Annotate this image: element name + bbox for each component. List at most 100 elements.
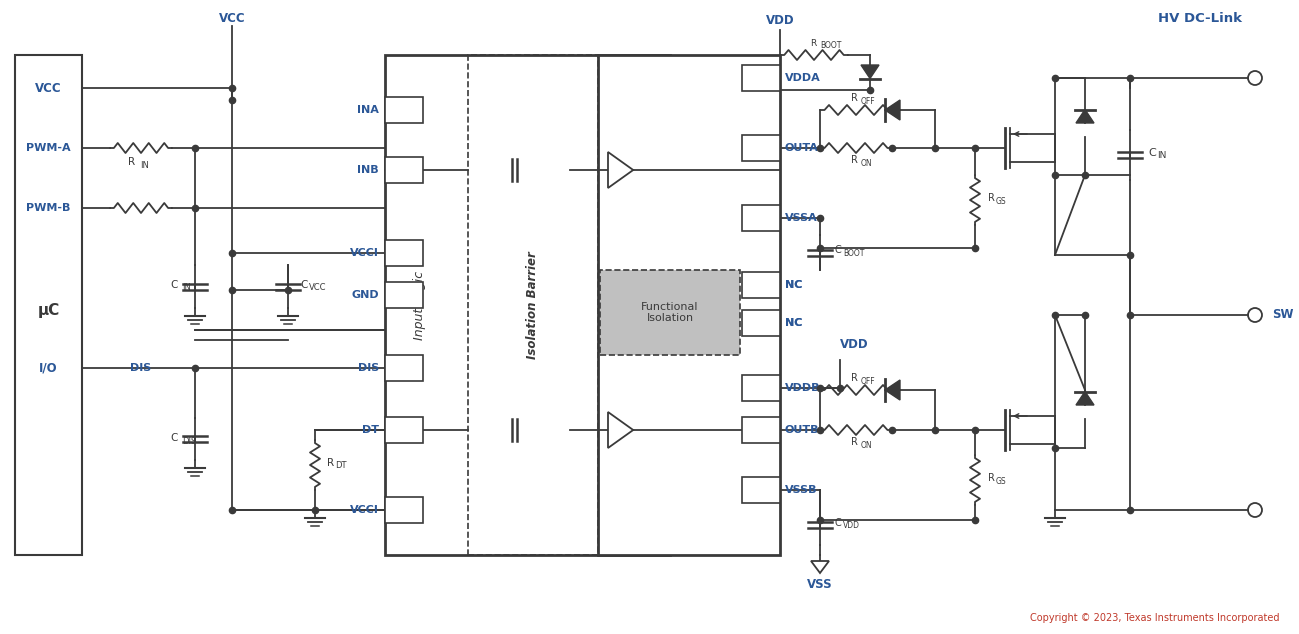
Text: OFF: OFF <box>861 96 876 105</box>
Bar <box>742 417 779 443</box>
Bar <box>385 240 423 266</box>
Text: 3: 3 <box>400 248 408 258</box>
Bar <box>385 417 423 443</box>
Text: C: C <box>835 518 842 528</box>
Text: GND: GND <box>351 290 379 300</box>
Text: ON: ON <box>861 441 873 450</box>
Bar <box>468 55 598 555</box>
Text: R: R <box>989 473 995 483</box>
Text: C: C <box>170 433 178 443</box>
Text: 4: 4 <box>400 290 408 300</box>
Text: I/O: I/O <box>39 361 57 375</box>
Text: PWM-B: PWM-B <box>26 203 70 213</box>
Text: IN: IN <box>1157 152 1167 160</box>
Text: Functional
Isolation: Functional Isolation <box>642 302 699 323</box>
Text: VDDA: VDDA <box>785 73 821 83</box>
Text: 6: 6 <box>400 425 408 435</box>
Text: NC: NC <box>785 318 803 328</box>
Text: 5: 5 <box>400 363 408 373</box>
Text: PWM-A: PWM-A <box>26 143 70 153</box>
Text: OFF: OFF <box>861 377 876 385</box>
Text: DIS: DIS <box>130 363 151 373</box>
Polygon shape <box>885 380 900 400</box>
Text: DT: DT <box>362 425 379 435</box>
Bar <box>742 272 779 298</box>
Text: R: R <box>129 157 135 167</box>
Text: DIS: DIS <box>357 363 379 373</box>
Text: VCCI: VCCI <box>351 505 379 515</box>
Text: 13: 13 <box>753 280 769 290</box>
Text: 1: 1 <box>400 105 408 115</box>
Text: VCCI: VCCI <box>351 248 379 258</box>
Text: 15: 15 <box>753 143 769 153</box>
Text: HV DC-Link: HV DC-Link <box>1157 11 1242 25</box>
Text: VDD: VDD <box>765 13 794 27</box>
Text: 12: 12 <box>753 318 769 328</box>
Bar <box>385 497 423 523</box>
Bar <box>742 477 779 503</box>
Text: OUTB: OUTB <box>785 425 820 435</box>
Bar <box>385 97 423 123</box>
Bar <box>598 55 779 555</box>
Polygon shape <box>1076 110 1094 123</box>
Text: C: C <box>835 245 842 255</box>
Text: Copyright © 2023, Texas Instruments Incorporated: Copyright © 2023, Texas Instruments Inco… <box>1030 613 1280 623</box>
Text: VSSB: VSSB <box>785 485 817 495</box>
Polygon shape <box>608 152 633 188</box>
Bar <box>742 205 779 231</box>
Text: SW: SW <box>1272 309 1294 321</box>
Text: VDDB: VDDB <box>785 383 821 393</box>
Bar <box>742 135 779 161</box>
Bar <box>385 55 670 555</box>
Text: R: R <box>851 437 857 447</box>
Text: IN: IN <box>140 160 149 169</box>
Bar <box>468 55 598 555</box>
Text: 14: 14 <box>753 213 769 223</box>
Text: VSS: VSS <box>807 578 833 592</box>
Text: R: R <box>851 93 857 103</box>
Text: NC: NC <box>785 318 803 328</box>
Bar <box>16 55 82 555</box>
Text: 2: 2 <box>400 165 408 175</box>
Text: Input Logic: Input Logic <box>413 271 426 340</box>
Bar <box>385 282 423 308</box>
Text: GS: GS <box>996 477 1007 486</box>
Text: VSSA: VSSA <box>785 213 818 223</box>
Polygon shape <box>811 561 829 573</box>
Text: IN: IN <box>182 283 191 292</box>
Text: ON: ON <box>861 158 873 167</box>
Polygon shape <box>1076 392 1094 405</box>
Bar <box>742 375 779 401</box>
Bar <box>385 157 423 183</box>
Text: R: R <box>851 155 857 165</box>
Text: C: C <box>1148 148 1156 158</box>
Text: 10: 10 <box>753 425 769 435</box>
Polygon shape <box>608 412 633 448</box>
Bar <box>742 65 779 91</box>
Text: DT: DT <box>335 462 347 470</box>
Polygon shape <box>861 65 879 79</box>
Text: R: R <box>989 193 995 203</box>
Text: 16: 16 <box>753 73 769 83</box>
Text: VCC: VCC <box>35 82 61 94</box>
Text: VCC: VCC <box>218 11 246 25</box>
Text: 9: 9 <box>757 485 765 495</box>
Polygon shape <box>885 100 900 120</box>
Text: C: C <box>300 280 308 290</box>
Text: NC: NC <box>785 280 803 290</box>
Text: DIS: DIS <box>182 436 196 446</box>
Text: R: R <box>809 39 816 48</box>
Text: INA: INA <box>357 105 379 115</box>
Bar <box>600 270 740 355</box>
Text: INB: INB <box>357 165 379 175</box>
Text: R: R <box>851 373 857 383</box>
Text: VCC: VCC <box>309 283 326 292</box>
Text: BOOT: BOOT <box>820 41 842 51</box>
Bar <box>742 310 779 336</box>
Text: BOOT: BOOT <box>843 249 864 257</box>
Text: VDD: VDD <box>840 339 869 351</box>
Text: R: R <box>327 458 334 468</box>
Text: VDD: VDD <box>843 522 860 531</box>
Text: 8: 8 <box>400 505 408 515</box>
Text: C: C <box>170 280 178 290</box>
